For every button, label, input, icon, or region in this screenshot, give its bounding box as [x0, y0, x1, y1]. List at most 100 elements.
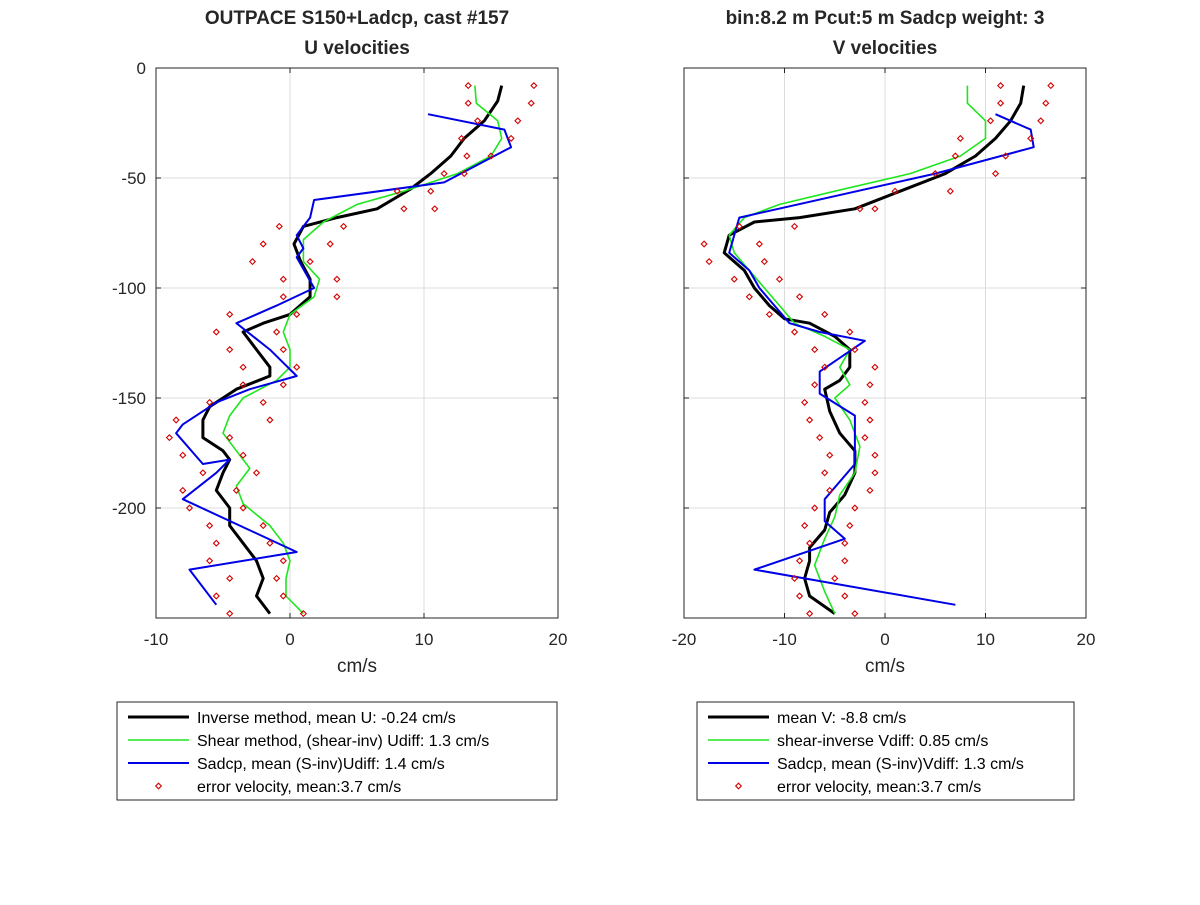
error-velocity-marker [273, 328, 281, 336]
error-velocity-marker [1002, 152, 1010, 160]
error-velocity-marker [841, 557, 849, 565]
legend-box [116, 701, 558, 801]
error-velocity-marker [527, 99, 535, 107]
error-velocity-marker [239, 363, 247, 371]
error-velocity-marker [765, 310, 774, 318]
error-velocity-marker [745, 293, 753, 301]
error-velocity-marker [846, 522, 854, 530]
error-velocity-marker [275, 222, 283, 230]
error-velocity-marker [856, 205, 864, 213]
error-velocity-marker [487, 152, 495, 160]
y-tick-label: 0 [137, 59, 146, 78]
error-velocity-marker [463, 152, 471, 160]
error-velocity-marker [239, 381, 247, 389]
error-velocity-marker [806, 610, 814, 618]
error-velocity-marker [293, 363, 301, 371]
error-velocity-marker [340, 222, 348, 230]
error-velocity-marker [795, 293, 804, 301]
data-layer [165, 82, 538, 618]
error-velocity-marker [871, 469, 879, 477]
x-tick-label: -10 [772, 630, 797, 649]
error-velocity-marker [226, 610, 234, 618]
error-velocity-marker [811, 346, 819, 354]
error-velocity-marker [279, 381, 287, 389]
error-velocity-marker [212, 592, 220, 600]
u-panel-title-line1: OUTPACE S150+Ladcp, cast #157 [205, 8, 509, 29]
y-tick-label: -50 [121, 169, 146, 188]
axes-frame [155, 67, 559, 619]
error-velocity-marker [232, 486, 240, 494]
error-velocity-marker [393, 187, 401, 195]
u-x-axis-label: cm/s [337, 656, 377, 677]
u-panel-title-line2: U velocities [304, 38, 410, 59]
v-panel-title-line1: bin:8.2 m Pcut:5 m Sadcp weight: 3 [726, 8, 1045, 29]
error-velocity-marker [474, 117, 482, 125]
series-line-3 [175, 113, 513, 606]
series-line-2 [222, 85, 503, 615]
error-velocity-marker [986, 117, 995, 125]
u-legend: Inverse method, mean U: -0.24 cm/s Shear … [116, 701, 558, 801]
x-tick-label: 20 [1077, 630, 1096, 649]
error-velocity-marker [226, 310, 234, 318]
error-velocity-marker [333, 293, 341, 301]
error-velocity-marker [866, 486, 874, 494]
error-velocity-marker [179, 486, 187, 494]
error-velocity-marker [705, 258, 713, 266]
x-tick-label: -10 [144, 630, 169, 649]
legend-swatch-marker [154, 782, 163, 790]
error-velocity-marker [826, 451, 834, 459]
error-velocity-marker [811, 381, 819, 389]
legend-entry-label: Inverse method, mean U: -0.24 cm/s [197, 710, 456, 727]
error-velocity-marker [259, 522, 267, 530]
error-velocity-marker [179, 451, 187, 459]
error-velocity-marker [431, 205, 439, 213]
x-tick-label: 20 [549, 630, 568, 649]
error-velocity-marker [946, 187, 954, 195]
error-velocity-marker [464, 82, 472, 90]
error-velocity-marker [1047, 82, 1055, 90]
error-velocity-marker [1027, 134, 1035, 142]
error-velocity-marker [457, 134, 466, 142]
error-velocity-marker [333, 275, 341, 283]
error-velocity-marker [841, 592, 849, 600]
error-velocity-marker [866, 381, 874, 389]
error-velocity-marker [861, 398, 869, 406]
error-velocity-marker [755, 240, 763, 248]
error-velocity-marker [259, 240, 267, 248]
error-velocity-marker [279, 293, 287, 301]
error-velocity-marker [460, 170, 468, 178]
error-velocity-marker [795, 592, 804, 600]
u-plot-area: -10 0 10 200-50-100-150-200 [112, 59, 567, 649]
error-velocity-marker [293, 310, 301, 318]
legend-entry-label: Sadcp, mean (S-inv)Vdiff: 1.3 cm/s [777, 756, 1024, 773]
error-velocity-marker [259, 398, 267, 406]
error-velocity-marker [831, 574, 839, 582]
error-velocity-marker [735, 222, 743, 230]
error-velocity-marker [273, 574, 281, 582]
error-velocity-marker [775, 275, 784, 283]
error-velocity-marker [811, 504, 819, 512]
x-tick-label: 10 [976, 630, 995, 649]
error-velocity-marker [821, 310, 829, 318]
error-velocity-marker [790, 222, 799, 230]
series-line-1 [201, 85, 504, 615]
series-line-1 [722, 85, 1026, 615]
error-velocity-marker [212, 539, 220, 547]
error-velocity-marker [427, 187, 435, 195]
error-velocity-marker [239, 504, 247, 512]
error-velocity-marker [226, 574, 234, 582]
error-velocity-marker [206, 522, 214, 530]
error-velocity-marker [871, 363, 879, 371]
error-velocity-marker [326, 240, 334, 248]
error-velocity-marker [252, 469, 261, 477]
error-velocity-marker [871, 451, 879, 459]
legend-entry-label: error velocity, mean:3.7 cm/s [197, 779, 401, 796]
series-line-2 [728, 85, 987, 614]
error-velocity-marker [991, 170, 1000, 178]
error-velocity-marker [440, 170, 448, 178]
error-velocity-marker [165, 434, 173, 442]
error-velocity-marker [801, 398, 809, 406]
error-velocity-marker [861, 434, 869, 442]
